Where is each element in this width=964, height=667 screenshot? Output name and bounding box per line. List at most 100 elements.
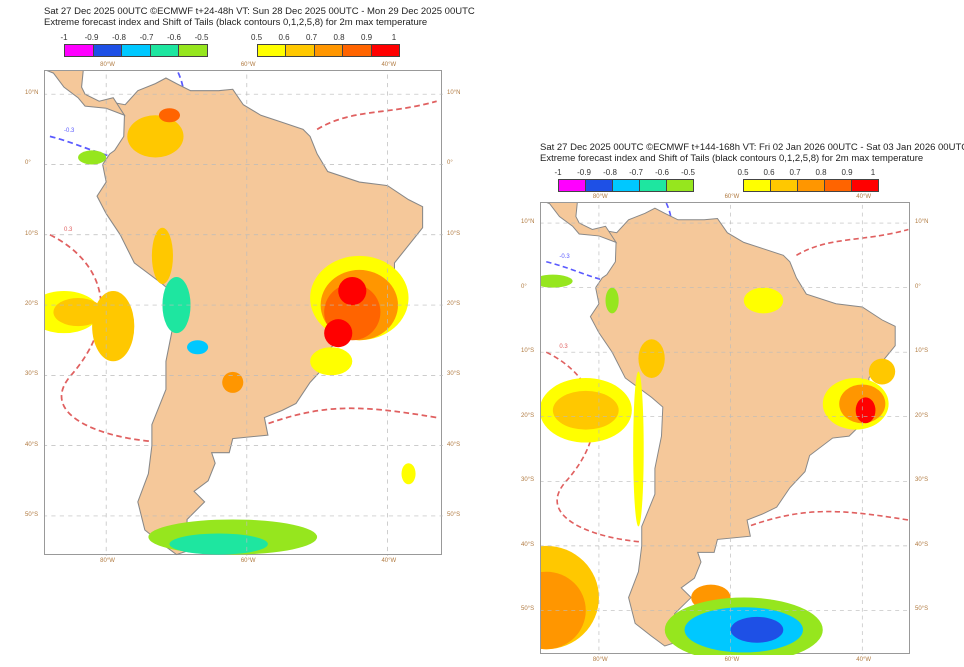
latitude-label: 50°S [447, 511, 461, 518]
latitude-label: 50°S [915, 606, 929, 613]
latitude-label: 30°S [447, 371, 461, 378]
colorbar-tick: 1 [391, 33, 397, 42]
colorbar-tick: -0.6 [167, 33, 181, 42]
efi-area [638, 339, 665, 378]
positive-contour [316, 100, 437, 131]
colorbar-swatch [639, 179, 666, 192]
latitude-label: 10°S [447, 230, 461, 237]
latitude-label: 10°N [915, 219, 929, 226]
efi-area [310, 347, 353, 376]
latitude-label: 10°S [25, 230, 39, 237]
colorbar-tick: 0.6 [278, 33, 290, 42]
contour-label: 0.3 [559, 344, 568, 351]
colorbar-swatch [64, 44, 93, 57]
efi-area [169, 533, 268, 555]
latitude-label: 40°S [915, 541, 929, 548]
colorbar-tick: -0.7 [629, 168, 643, 177]
colorbar-tick: 0.5 [250, 33, 263, 42]
contour-label: -0.3 [63, 128, 75, 135]
colorbar-swatch [121, 44, 150, 57]
efi-area [158, 108, 181, 123]
colorbar-swatch [149, 44, 178, 57]
latitude-label: 30°S [521, 477, 535, 484]
colorbar-tick: 0.9 [360, 33, 373, 42]
efi-area [151, 227, 173, 284]
colorbar-positive [743, 179, 879, 192]
land-south-america [589, 207, 896, 647]
longitude-label: 80°W [592, 657, 608, 663]
efi-area [53, 298, 103, 327]
colorbar-swatch [612, 179, 639, 192]
colorbar-tick: -0.9 [577, 168, 591, 177]
latitude-label: 30°S [25, 371, 39, 378]
colorbar-tick: 0.7 [789, 168, 801, 177]
latitude-label: 10°N [447, 90, 461, 97]
efi-area [730, 616, 784, 643]
latitude-label: 10°N [25, 90, 39, 97]
latitude-label: 40°S [25, 441, 39, 448]
colorbar-swatch [285, 44, 314, 57]
map-subtitle-2: Extreme forecast index and Shift of Tail… [540, 153, 924, 164]
colorbar-negative [64, 44, 208, 57]
latitude-label: 50°S [521, 606, 535, 613]
longitude-label: 40°W [381, 62, 397, 68]
map-title-2: Sat 27 Dec 2025 00UTC ©ECMWF t+144-168h … [540, 142, 964, 153]
colorbar-swatch [770, 179, 797, 192]
colorbar-swatch [797, 179, 824, 192]
colorbar-swatch [178, 44, 208, 57]
colorbar-swatch [851, 179, 879, 192]
colorbar-tick: 1 [870, 168, 876, 177]
longitude-label: 80°W [100, 558, 115, 564]
colorbar-swatch [585, 179, 612, 192]
latitude-label: 20°S [521, 412, 535, 419]
efi-area [324, 319, 353, 348]
colorbar-tick: 0.7 [305, 33, 318, 42]
longitude-label: 60°W [240, 62, 256, 68]
map-canvas [0, 0, 529, 657]
longitude-label: 40°W [856, 657, 872, 663]
efi-area [605, 287, 619, 314]
colorbar-tick: -0.6 [655, 168, 669, 177]
colorbar-tick: -0.9 [84, 33, 99, 42]
colorbar-tick: 0.6 [763, 168, 775, 177]
colorbar-swatch [666, 179, 694, 192]
colorbar-swatch [824, 179, 851, 192]
map-panel-1: 80°W 80°W 60°W 60°W 40°W 40°W 10°N 10°N 0° 0° 10°S… [0, 0, 529, 657]
longitude-label: 60°W [724, 657, 740, 663]
efi-area [401, 463, 416, 485]
colorbar-tick: -1 [554, 168, 562, 177]
latitude-label: 40°S [447, 441, 461, 448]
map-panel-2: 80°W 80°W 60°W 60°W 40°W 40°W 10°N 10°N 0° 0° 10°S… [493, 0, 964, 667]
positive-contour [796, 228, 909, 256]
colorbar-swatch [256, 44, 285, 57]
latitude-label: 30°S [915, 477, 929, 484]
efi-area [633, 371, 644, 527]
colorbar-tick: 0.9 [841, 168, 853, 177]
colorbar-tick: -0.8 [112, 33, 126, 42]
colorbar-swatch [370, 44, 400, 57]
latitude-label: 20°S [915, 412, 929, 419]
latitude-label: 50°S [25, 511, 39, 518]
latitude-label: 20°S [25, 301, 39, 308]
efi-area [855, 397, 876, 424]
latitude-label: 0° [521, 283, 527, 290]
latitude-label: 0° [447, 160, 453, 167]
colorbar-tick: -0.8 [603, 168, 617, 177]
colorbar-tick: -0.5 [194, 33, 209, 42]
colorbar-tick: -1 [60, 33, 68, 42]
efi-area [162, 276, 191, 334]
colorbar-tick: -0.7 [139, 33, 154, 42]
efi-area [187, 340, 209, 355]
colorbar-tick: 0.5 [737, 168, 749, 177]
efi-area [552, 390, 619, 430]
longitude-label: 40°W [381, 558, 397, 564]
efi-area [533, 274, 573, 288]
latitude-label: 10°S [915, 348, 929, 355]
longitude-label: 60°W [724, 194, 740, 200]
colorbar-tick: 0.8 [815, 168, 827, 177]
colorbar-tick: -0.5 [681, 168, 695, 177]
longitude-label: 80°W [592, 194, 608, 200]
colorbar-swatch [313, 44, 342, 57]
efi-area [127, 115, 184, 158]
colorbar-tick: 0.8 [333, 33, 345, 42]
